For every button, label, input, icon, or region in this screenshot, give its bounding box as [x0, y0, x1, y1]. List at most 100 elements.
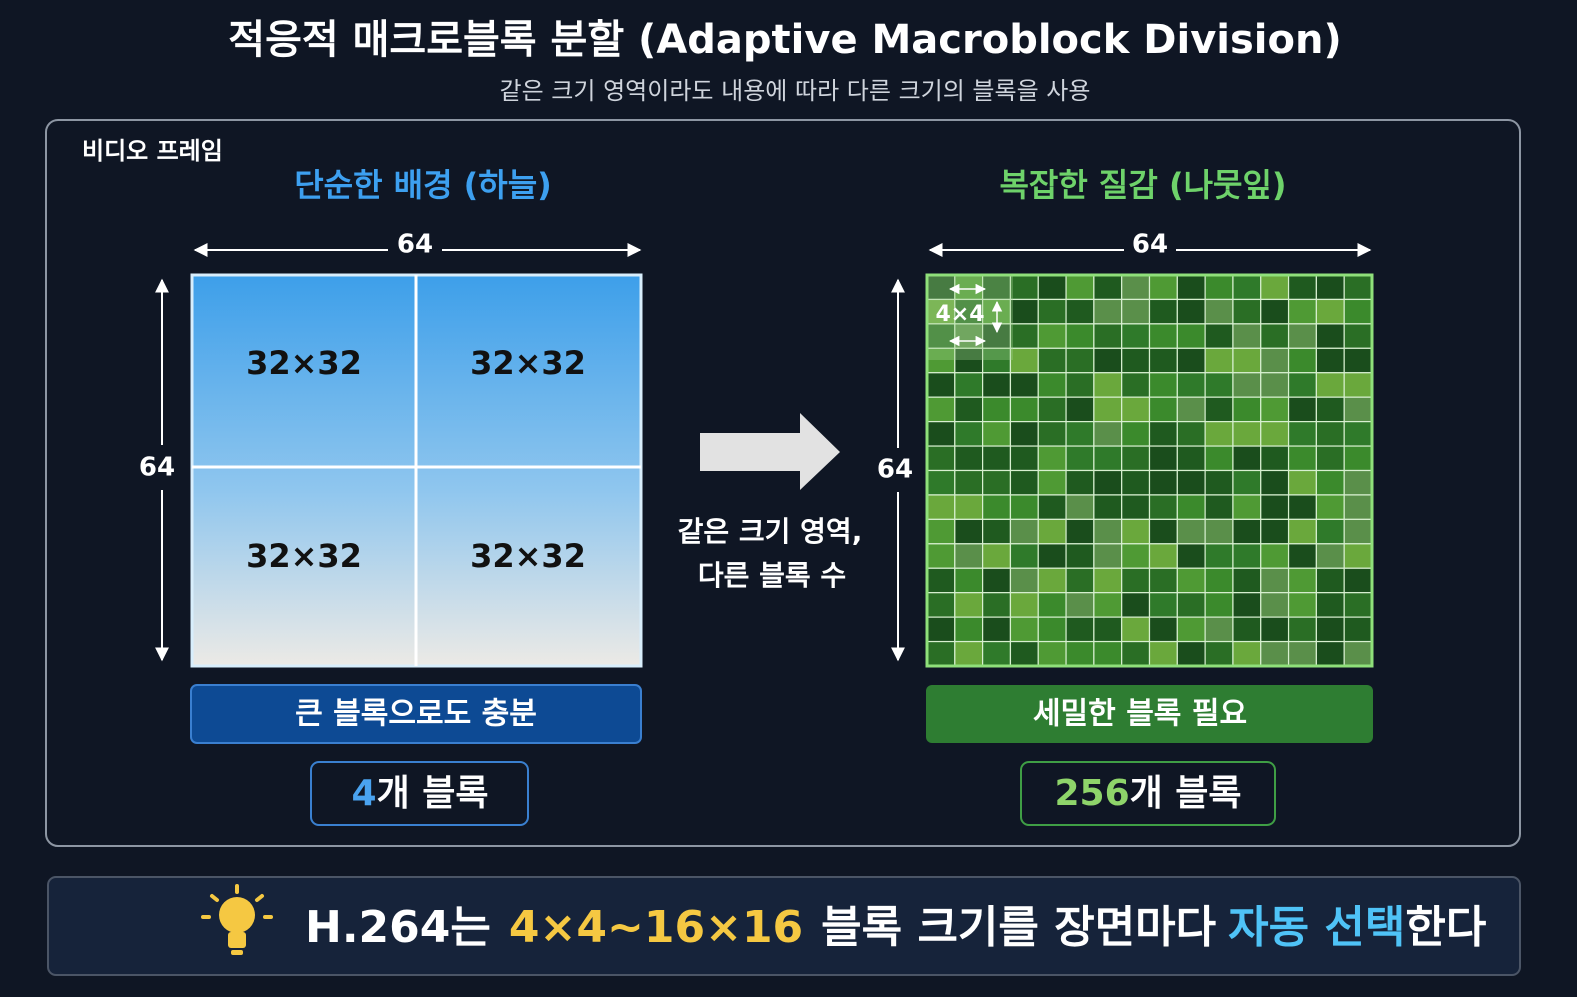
leaf-cell	[1204, 323, 1234, 349]
leaf-cell	[1148, 298, 1178, 325]
leaf-cell	[1343, 298, 1373, 325]
leaf-cell	[1093, 616, 1123, 643]
leaf-cell	[1148, 323, 1178, 349]
leaf-cell	[1009, 543, 1039, 569]
leaf-cell	[1009, 323, 1039, 349]
count-number: 4	[352, 773, 377, 814]
leaf-cell	[1287, 592, 1317, 618]
leaf-cell	[954, 518, 984, 545]
leaf-cell	[1343, 543, 1373, 569]
leaf-cell	[1176, 469, 1206, 496]
footer-part: 한다	[1405, 902, 1486, 953]
leaf-cell	[926, 469, 956, 496]
leaf-cell	[1037, 469, 1067, 496]
arrow-text: 같은 크기 영역,	[678, 515, 863, 548]
leaf-cell	[1204, 494, 1234, 520]
leaf-cell	[1148, 445, 1178, 472]
count-box	[1020, 761, 1276, 826]
leaf-cell	[1176, 567, 1206, 594]
leaf-cell	[1065, 445, 1095, 472]
leaf-cell	[1343, 518, 1373, 545]
leaf-cell	[1121, 640, 1151, 667]
leaf-cell	[954, 421, 984, 447]
leaf-cell	[1232, 518, 1262, 545]
leaf-cell	[1287, 347, 1317, 374]
count-box	[310, 761, 529, 826]
leaf-cell	[1260, 640, 1290, 667]
leaf-cell	[1037, 347, 1067, 374]
leaf-cell	[1287, 494, 1317, 520]
leaf-cell	[1037, 543, 1067, 569]
leaf-cell	[926, 518, 956, 545]
frame	[45, 119, 1521, 847]
leaf-cell	[1232, 543, 1262, 569]
leaf-cell	[1148, 640, 1178, 667]
arrow-text: 다른 블록 수	[698, 559, 846, 592]
leaf-cell	[1009, 445, 1039, 472]
leaf-cell	[1204, 640, 1234, 667]
leaf-cell	[926, 640, 956, 667]
leaf-cell	[982, 543, 1012, 569]
leaf-cell	[1121, 445, 1151, 472]
leaf-cell	[1260, 567, 1290, 594]
leaf-cell	[1009, 494, 1039, 520]
leaf-cell	[1315, 372, 1345, 398]
footer-box	[47, 876, 1521, 976]
leaf-cell	[1260, 543, 1290, 569]
leaf-cell	[1343, 592, 1373, 618]
block-label: 32×32	[470, 344, 586, 382]
leaf-cell	[1287, 323, 1317, 349]
leaf-cell	[1121, 567, 1151, 594]
leaf-cell	[926, 494, 956, 520]
leaf-cell	[1121, 616, 1151, 643]
leaf-cell	[982, 445, 1012, 472]
leaf-cell	[1204, 445, 1234, 472]
leaf-cell	[1037, 592, 1067, 618]
left-count: 4개 블록	[352, 773, 489, 814]
leaf-cell	[1121, 274, 1151, 301]
leaf-cell	[1148, 567, 1178, 594]
leaf-cell	[1204, 567, 1234, 594]
leaf-cell	[1121, 396, 1151, 423]
leaf-cell	[1260, 396, 1290, 423]
leaf-cell	[1009, 640, 1039, 667]
leaf-cell	[926, 396, 956, 423]
leaf-cell	[982, 567, 1012, 594]
leaf-cell	[1204, 518, 1234, 545]
leaf-cell	[1343, 469, 1373, 496]
leaf-cell	[1176, 421, 1206, 447]
leaf-cell	[1121, 494, 1151, 520]
leaf-cell	[1232, 592, 1262, 618]
leaf-cell	[1148, 518, 1178, 545]
leaf-cell	[1093, 494, 1123, 520]
leaf-cell	[1065, 543, 1095, 569]
leaf-cell	[1343, 372, 1373, 398]
leaf-cell	[1260, 616, 1290, 643]
leaf-cell	[1009, 616, 1039, 643]
leaf-cell	[1176, 592, 1206, 618]
leaf-cell	[1343, 494, 1373, 520]
leaf-cell	[1232, 372, 1262, 398]
leaf-cell	[1148, 543, 1178, 569]
leaf-cell	[1065, 469, 1095, 496]
leaf-cell	[954, 616, 984, 643]
leaf-cell	[1093, 445, 1123, 472]
leaf-cell	[1065, 567, 1095, 594]
left-heading: 단순한 배경 (하늘)	[294, 166, 552, 204]
leaf-cell	[1037, 298, 1067, 325]
leaf-cell	[1315, 298, 1345, 325]
footer-part: 블록 크기를 장면마다	[821, 902, 1216, 953]
leaf-cell	[1009, 372, 1039, 398]
leaf-cell	[1065, 616, 1095, 643]
leaf-cell	[1093, 518, 1123, 545]
leaf-cell	[1287, 298, 1317, 325]
leaf-cell	[1232, 298, 1262, 325]
leaf-cell	[1148, 469, 1178, 496]
leaf-cell	[1009, 298, 1039, 325]
leaf-cell	[1287, 567, 1317, 594]
leaf-cell	[1204, 616, 1234, 643]
subtitle: 같은 크기 영역이라도 내용에 따라 다른 크기의 블록을 사용	[500, 77, 1091, 105]
big-arrow	[700, 413, 840, 490]
leaf-cell	[1148, 347, 1178, 374]
leaf-cell	[1315, 518, 1345, 545]
